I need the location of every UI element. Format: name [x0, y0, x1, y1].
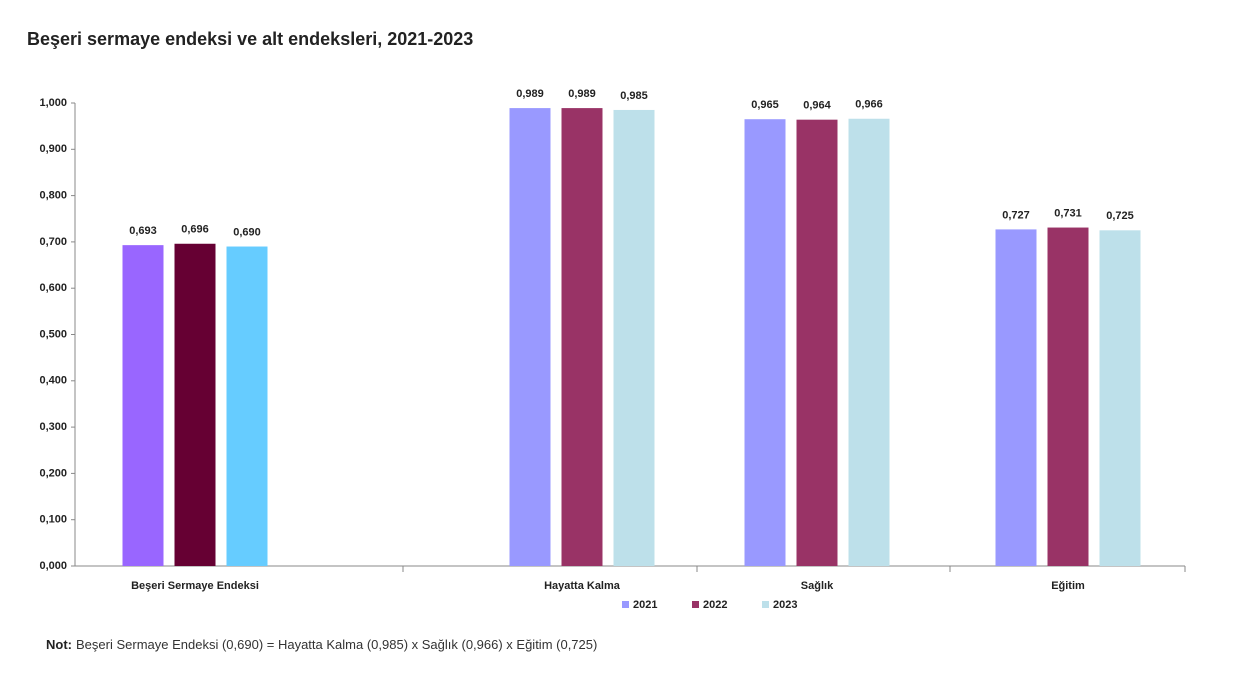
note-text: Beşeri Sermaye Endeksi (0,690) = Hayatta…	[76, 637, 597, 652]
bar	[226, 246, 268, 566]
value-label: 0,725	[1106, 210, 1134, 222]
value-label: 0,989	[516, 88, 544, 100]
value-label: 0,989	[568, 88, 596, 100]
bar	[561, 108, 603, 566]
bar	[1047, 227, 1089, 566]
value-label: 0,985	[620, 90, 648, 102]
legend-label: 2022	[703, 599, 727, 611]
legend-label: 2023	[773, 599, 797, 611]
note: Not: Beşeri Sermaye Endeksi (0,690) = Hay…	[46, 637, 597, 652]
y-tick-label: 0,600	[39, 282, 67, 294]
value-label: 0,966	[855, 99, 883, 111]
bar	[848, 118, 890, 566]
x-tick-label: Eğitim	[1051, 580, 1085, 592]
value-label: 0,964	[803, 100, 831, 112]
y-tick-label: 0,000	[39, 560, 67, 572]
value-label: 0,731	[1054, 207, 1082, 219]
y-tick-label: 0,500	[39, 328, 67, 340]
y-tick-label: 0,300	[39, 421, 67, 433]
bar	[613, 109, 655, 566]
y-tick-label: 0,400	[39, 375, 67, 387]
bar	[744, 119, 786, 566]
bar	[1099, 230, 1141, 566]
y-tick-label: 0,800	[39, 190, 67, 202]
legend-swatch	[622, 601, 629, 608]
bar	[509, 108, 551, 566]
x-tick-label: Sağlık	[801, 580, 834, 592]
legend-label: 2021	[633, 599, 657, 611]
value-label: 0,690	[233, 226, 261, 238]
chart-title: Beşeri sermaye endeksi ve alt endeksleri…	[27, 29, 473, 49]
value-label: 0,727	[1002, 209, 1030, 221]
value-label: 0,965	[751, 99, 779, 111]
x-tick-label: Beşeri Sermaye Endeksi	[131, 580, 259, 592]
y-tick-label: 0,900	[39, 143, 67, 155]
bar	[174, 243, 216, 566]
legend-swatch	[762, 601, 769, 608]
value-label: 0,696	[181, 224, 209, 236]
bar	[796, 119, 838, 566]
x-tick-label: Hayatta Kalma	[544, 580, 621, 592]
bar	[995, 229, 1037, 567]
value-label: 0,693	[129, 225, 157, 237]
bar	[122, 245, 164, 567]
y-tick-label: 0,200	[39, 467, 67, 479]
y-tick-label: 0,100	[39, 514, 67, 526]
legend-swatch	[692, 601, 699, 608]
y-tick-label: 0,700	[39, 236, 67, 248]
note-label: Not:	[46, 637, 72, 652]
y-tick-label: 1,000	[39, 97, 67, 109]
